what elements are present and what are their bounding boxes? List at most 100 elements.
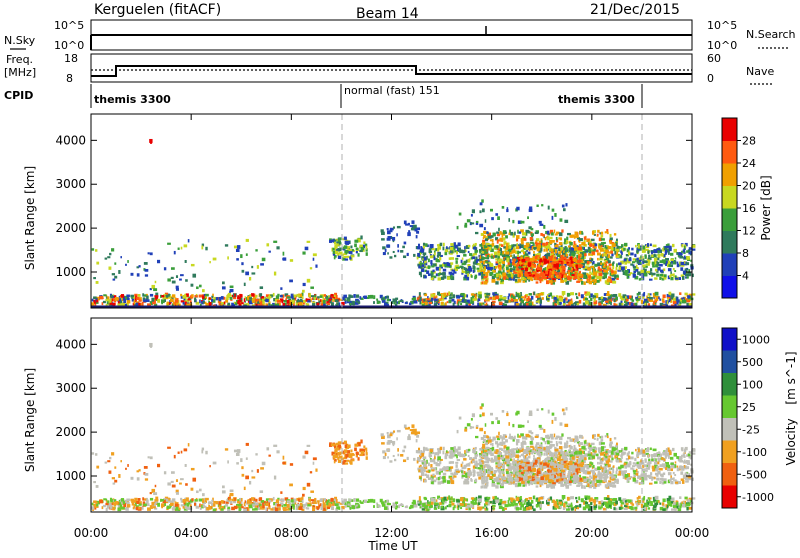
velocity-echo-cell [519,507,522,510]
velocity-echo-cell [331,506,334,510]
velocity-echo-cell [251,470,253,472]
power-echo-cell [578,273,580,277]
power-echo-cell [529,206,532,209]
power-echo-cell [567,293,570,297]
velocity-echo-cell [154,499,158,501]
velocity-echo-cell [359,500,361,503]
power-echo-cell [249,297,252,299]
velocity-echo-cell [276,499,279,503]
power-echo-cell [559,298,562,301]
velocity-echo-cell [457,507,459,510]
velocity-echo-cell [205,451,207,455]
power-echo-cell [502,237,505,240]
power-echo-cell [587,267,591,270]
velocity-echo-cell [368,499,370,503]
power-echo-cell [578,256,581,259]
velocity-echo-cell [131,477,134,480]
power-echo-cell [592,279,594,282]
power-echo-cell [413,254,415,257]
velocity-echo-cell [387,503,390,505]
power-echo-cell [205,294,209,297]
power-echo-cell [589,271,591,273]
power-echo-cell [447,301,449,303]
velocity-echo-cell [146,499,148,503]
velocity-echo-cell [511,499,513,502]
power-echo-cell [114,276,117,279]
power-echo-cell [421,249,424,253]
power-echo-cell [421,246,423,249]
power-echo-cell [679,301,681,304]
power-echo-cell [321,300,323,304]
power-echo-cell [438,273,440,276]
power-echo-cell [578,292,580,296]
velocity-echo-cell [303,487,306,490]
power-echo-cell [495,255,498,258]
velocity-echo-cell [381,433,384,436]
power-echo-cell [282,303,285,306]
power-echo-cell [237,245,241,249]
velocity-echo-cell [514,503,518,506]
power-echo-cell [633,266,636,268]
power-echo-cell [277,300,281,303]
power-echo-cell [554,271,556,274]
power-echo-cell [504,300,508,303]
power-echo-cell [478,298,481,301]
velocity-echo-cell [499,506,503,509]
velocity-echo-cell [686,504,690,506]
velocity-echo-cell [298,498,300,501]
velocity-echo-cell [172,498,175,501]
velocity-echo-cell [95,453,97,456]
power-echo-cell [524,272,527,276]
power-echo-cell [628,258,631,261]
power-echo-cell [654,258,657,261]
power-colorbar-tick: 24 [742,157,756,170]
power-echo-cell [591,258,593,261]
velocity-echo-cell [472,502,475,505]
velocity-echo-cell [114,480,117,483]
power-echo-cell [313,253,317,256]
power-echo-cell [491,279,495,283]
power-echo-cell [626,274,629,276]
velocity-echo-cell [235,506,237,509]
power-echo-cell [502,251,504,255]
velocity-echo-cell [386,500,388,503]
power-echo-cell [597,280,600,283]
velocity-echo-cell [150,456,153,459]
power-echo-cell [145,269,149,272]
power-echo-cell [364,296,367,299]
power-echo-cell [501,244,504,247]
power-echo-cell [503,297,507,300]
power-echo-cell [125,264,127,266]
power-echo-cell [413,225,417,229]
power-echo-cell [442,272,445,275]
power-echo-cell [167,243,171,245]
power-echo-cell [381,229,384,232]
velocity-echo-cell [93,481,96,483]
velocity-echo-cell [246,457,248,460]
velocity-echo-cell [176,479,178,482]
velocity-echo-cell [352,453,354,455]
velocity-echo-cell [260,490,263,493]
velocity-echo-cell [613,498,617,501]
velocity-echo-cell [559,502,562,505]
power-echo-cell [625,296,627,298]
power-echo-cell [449,297,451,300]
power-echo-cell [357,253,359,256]
power-echo-cell [567,272,569,274]
velocity-echo-cell [439,502,441,505]
power-echo-cell [446,246,448,248]
power-echo-cell [383,252,386,255]
power-echo-cell [387,228,389,230]
power-colorbar-tick: 8 [742,247,749,260]
power-echo-cell [610,234,612,237]
power-echo-cell [566,301,568,303]
power-echo-cell [359,296,361,299]
power-echo-cell [418,300,420,302]
power-echo-cell [564,220,568,223]
power-echo-cell [456,265,459,267]
power-echo-cell [241,262,243,265]
power-echo-cell [236,258,239,260]
velocity-echo-cell [252,504,255,507]
power-echo-cell [508,296,510,300]
power-echo-cell [539,278,542,280]
